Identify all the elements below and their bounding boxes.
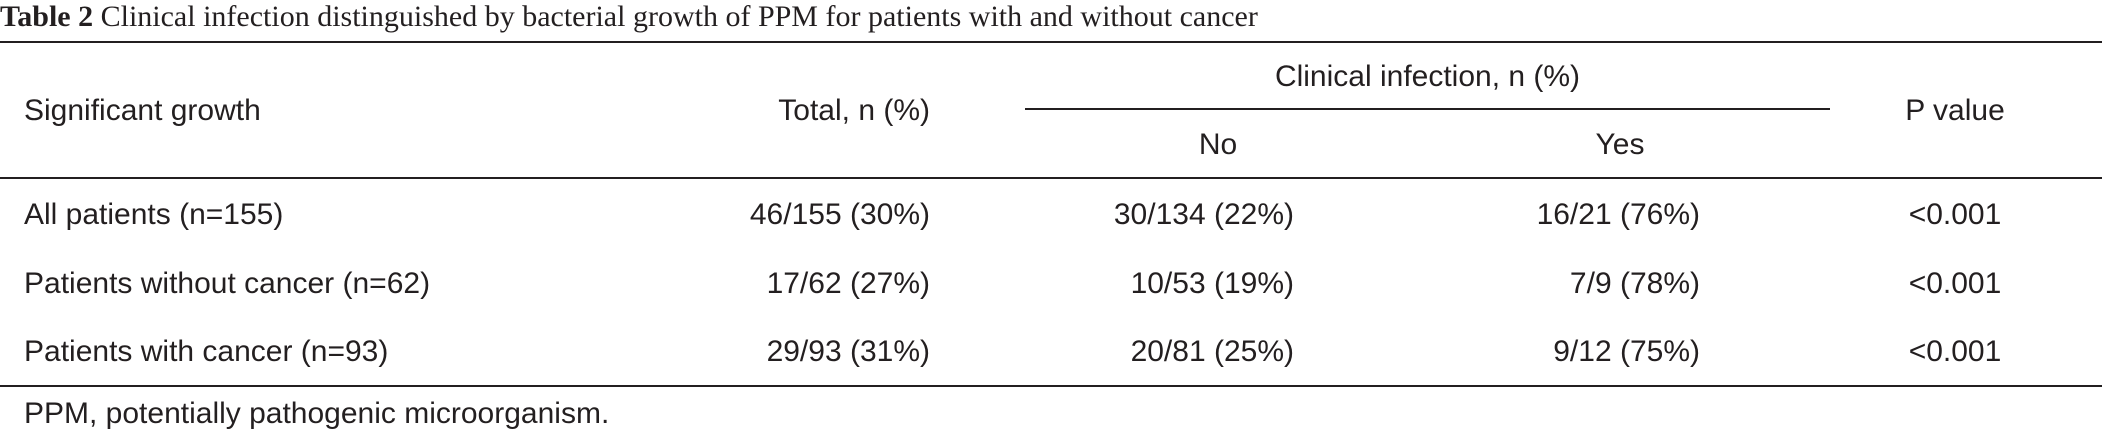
table-label: Table 2 <box>0 0 94 33</box>
row-yes: 16/21 (76%) <box>1536 198 1700 231</box>
row-group: All patients (n=155) <box>24 198 284 231</box>
header-span-rule <box>1025 108 1830 110</box>
bottom-rule <box>0 385 2102 387</box>
header-clinical-infection: Clinical infection, n (%) <box>1274 60 1581 93</box>
row-total: 46/155 (30%) <box>749 198 930 231</box>
row-group: Patients without cancer (n=62) <box>24 267 431 300</box>
table-footnote: PPM, potentially pathogenic microorganis… <box>24 397 610 430</box>
row-yes: 9/12 (75%) <box>1553 335 1700 368</box>
row-yes: 7/9 (78%) <box>1569 267 1700 300</box>
table-row: Patients with cancer (n=93) 29/93 (31%) … <box>0 335 2102 403</box>
table-caption: Table 2 Clinical infection distinguished… <box>0 0 1258 36</box>
row-p-value: <0.001 <box>1908 267 2002 300</box>
table-title: Clinical infection distinguished by bact… <box>100 0 1258 33</box>
header-no: No <box>1198 128 1238 161</box>
table-row: All patients (n=155) 46/155 (30%) 30/134… <box>0 198 2102 266</box>
row-total: 17/62 (27%) <box>766 267 930 300</box>
header-yes: Yes <box>1595 128 1645 161</box>
row-no: 30/134 (22%) <box>1113 198 1294 231</box>
row-total: 29/93 (31%) <box>766 335 930 368</box>
header-bottom-rule <box>0 177 2102 179</box>
header-total: Total, n (%) <box>778 94 930 127</box>
row-no: 20/81 (25%) <box>1130 335 1294 368</box>
table-row: Patients without cancer (n=62) 17/62 (27… <box>0 267 2102 335</box>
header-p-value: P value <box>1905 94 2005 127</box>
row-p-value: <0.001 <box>1908 198 2002 231</box>
row-p-value: <0.001 <box>1908 335 2002 368</box>
row-no: 10/53 (19%) <box>1130 267 1294 300</box>
row-group: Patients with cancer (n=93) <box>24 335 389 368</box>
top-rule <box>0 41 2102 43</box>
header-significant-growth: Significant growth <box>24 94 261 127</box>
